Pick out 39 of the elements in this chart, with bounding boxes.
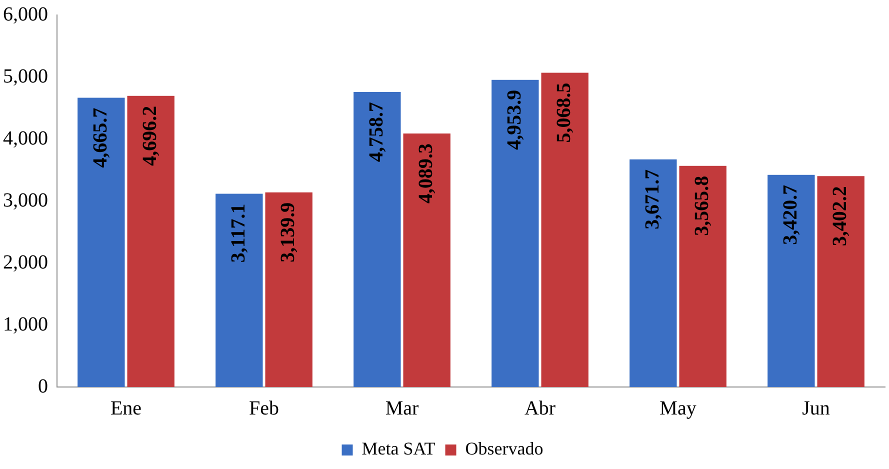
x-tick-label: Ene [110, 397, 142, 420]
y-tick-label: 1,000 [3, 313, 48, 336]
x-tick-label: May [660, 397, 696, 420]
bar [216, 194, 263, 387]
legend-label: Meta SAT [362, 438, 436, 459]
bar [630, 159, 677, 387]
bar [768, 174, 815, 387]
x-tick-label: Mar [385, 397, 419, 420]
bar [354, 92, 401, 387]
data-label: 3,420.7 [779, 184, 802, 245]
y-tick-label: 4,000 [3, 127, 48, 150]
bar [492, 80, 539, 387]
bar [541, 72, 588, 387]
bar [679, 166, 726, 387]
x-tick-label: Abr [524, 397, 556, 420]
y-tick-label: 2,000 [3, 251, 48, 274]
bar [127, 96, 174, 387]
bar [78, 98, 125, 387]
y-tick-label: 6,000 [3, 3, 48, 26]
legend-label: Observado [465, 438, 544, 459]
data-label: 3,117.1 [227, 204, 250, 263]
data-label: 4,758.7 [365, 102, 388, 162]
data-label: 3,139.9 [277, 202, 300, 262]
data-label: 4,953.9 [503, 90, 526, 150]
y-tick-label: 0 [38, 375, 48, 398]
y-tick-label: 5,000 [3, 65, 48, 88]
bar [403, 133, 450, 387]
x-tick-label: Feb [249, 397, 279, 420]
bar [817, 176, 864, 387]
data-label: 3,402.2 [829, 186, 852, 246]
data-label: 4,089.3 [415, 143, 438, 204]
data-label: 4,696.2 [139, 106, 162, 166]
data-label: 3,565.8 [691, 176, 714, 236]
y-tick-label: 3,000 [3, 189, 48, 212]
data-label: 4,665.7 [89, 108, 112, 168]
data-label: 3,671.7 [641, 169, 664, 230]
x-tick-label: Jun [802, 397, 830, 420]
bar [265, 192, 312, 387]
data-label: 5,068.5 [553, 82, 576, 143]
